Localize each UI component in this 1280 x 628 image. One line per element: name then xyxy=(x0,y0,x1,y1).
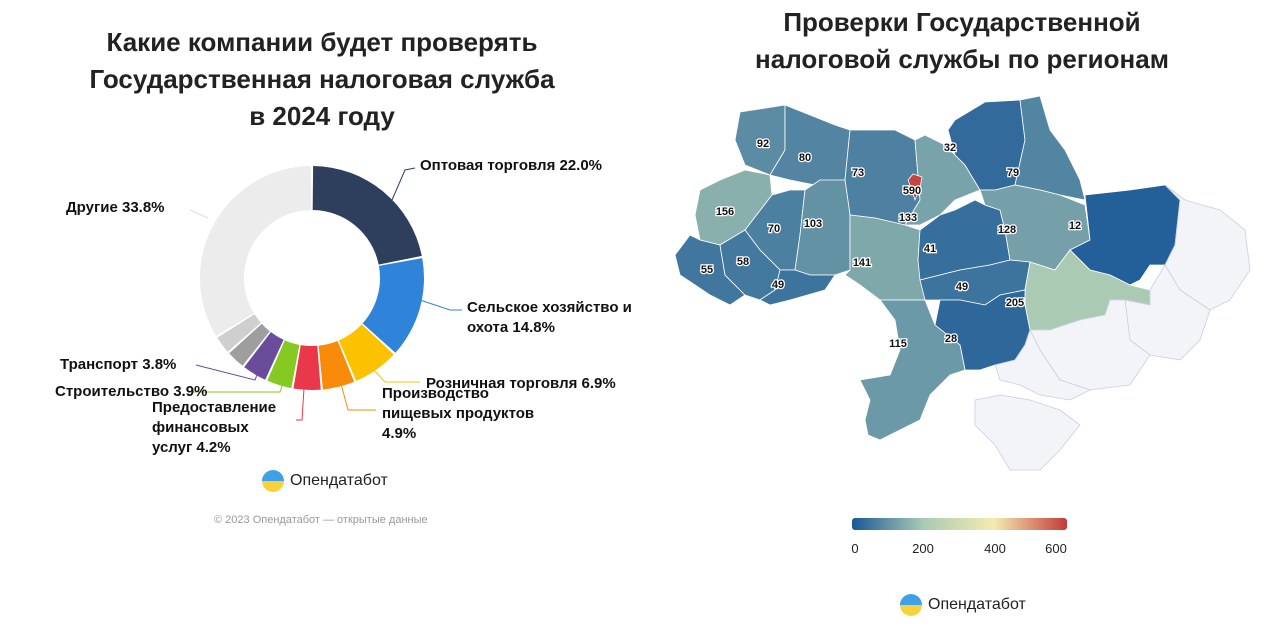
leader-line xyxy=(371,367,420,383)
leader-line xyxy=(404,294,462,311)
copyright: © 2023 Опендатабот — открытые данные xyxy=(214,514,428,526)
slice-transport xyxy=(244,332,284,380)
region-value-chernivtsi: 49 xyxy=(772,279,784,291)
label-other: Другие 33.8% xyxy=(66,199,165,216)
region-khmelnytskyi[interactable] xyxy=(794,179,851,276)
region-value-cherkasy: 41 xyxy=(924,243,936,255)
label-agriculture: Сельское хозяйство и охота 14.8% xyxy=(467,299,632,336)
slice-agriculture xyxy=(362,258,425,353)
region-value-ternopil: 70 xyxy=(768,223,780,235)
region-value-chernihiv: 32 xyxy=(944,142,956,154)
leader-line xyxy=(189,209,209,219)
leader-line xyxy=(193,382,284,393)
label-retail: Розничная торговля 6.9% xyxy=(426,375,616,392)
title-line: Проверки Государственной xyxy=(783,7,1141,37)
region-value-kyiv-city: 590 xyxy=(903,185,921,197)
title-line: Какие компании будет проверять xyxy=(106,27,538,57)
title-line: налоговой службы по регионам xyxy=(755,44,1169,74)
slice-construction xyxy=(267,340,300,389)
brand-name: Опендатабот xyxy=(928,596,1026,613)
title-line: Государственная налоговая служба xyxy=(89,64,555,94)
region-value-volyn: 92 xyxy=(757,138,769,150)
region-value-kyiv-oblast: 133 xyxy=(899,212,917,224)
brand-name: Опендатабот xyxy=(290,472,388,489)
legend-bar xyxy=(852,518,1067,530)
slice-retail xyxy=(338,324,394,381)
slice-finance xyxy=(293,345,321,390)
slice-other xyxy=(199,166,312,336)
region-value-vinnytsia: 141 xyxy=(853,257,871,269)
label-wholesale: Оптовая торговля 22.0% xyxy=(420,157,603,174)
region-value-poltava: 128 xyxy=(998,224,1016,236)
label-finance: Предоставление финансовых услуг 4.2% xyxy=(152,399,277,456)
region-donetsk[interactable] xyxy=(1124,264,1211,361)
slice-gray-1 xyxy=(229,323,270,366)
brand-icon xyxy=(262,470,284,492)
region-value-kharkiv: 12 xyxy=(1069,220,1081,232)
leader-line xyxy=(195,364,259,381)
region-crimea[interactable] xyxy=(974,394,1081,471)
legend-tick: 600 xyxy=(1045,541,1067,556)
region-chernivtsi[interactable] xyxy=(759,269,836,306)
leader-line xyxy=(339,379,376,411)
region-kherson[interactable] xyxy=(994,328,1092,401)
region-value-dnipropetrovsk: 205 xyxy=(1006,297,1024,309)
region-value-odesa: 115 xyxy=(889,338,907,350)
legend-tick: 200 xyxy=(912,541,934,556)
region-value-zhytomyr: 73 xyxy=(852,167,864,179)
brand-logo-right: Опендатабот xyxy=(900,594,1026,616)
donut-chart xyxy=(189,166,462,421)
label-construction: Строительство 3.9% xyxy=(55,383,208,400)
region-kyiv-city[interactable] xyxy=(907,173,923,202)
title-line: в 2024 году xyxy=(249,101,395,131)
region-luhansk[interactable] xyxy=(1164,184,1251,311)
leader-line xyxy=(391,167,416,201)
slice-food xyxy=(318,341,355,390)
region-value-lviv: 156 xyxy=(716,206,734,218)
donut-title: Какие компании будет проверять Государст… xyxy=(22,24,622,135)
brand-logo-left: Опендатабот xyxy=(262,470,388,492)
region-value-khmelnytskyi: 103 xyxy=(804,218,822,230)
label-food: Производство пищевых продуктов 4.9% xyxy=(382,385,535,442)
region-value-ivano-frankivsk: 58 xyxy=(737,256,749,268)
brand-icon xyxy=(900,594,922,616)
region-kyiv-oblast[interactable] xyxy=(904,134,981,226)
legend-tick: 400 xyxy=(984,541,1006,556)
region-value-sumy: 79 xyxy=(1007,167,1019,179)
region-value-kirovohrad: 49 xyxy=(956,281,968,293)
label-transport: Транспорт 3.8% xyxy=(60,356,177,373)
region-value-mykolaiv: 28 xyxy=(945,333,957,345)
leader-line xyxy=(296,387,305,421)
legend-tick: 0 xyxy=(851,541,859,556)
slice-wholesale xyxy=(312,166,422,265)
map-title: Проверки Государственной налоговой служб… xyxy=(662,4,1262,78)
region-value-zakarpattia: 55 xyxy=(701,264,713,276)
region-sumy[interactable] xyxy=(1014,95,1086,201)
region-value-rivne: 80 xyxy=(799,152,811,164)
region-odesa[interactable] xyxy=(859,299,966,441)
slice-gray-2 xyxy=(217,314,261,352)
